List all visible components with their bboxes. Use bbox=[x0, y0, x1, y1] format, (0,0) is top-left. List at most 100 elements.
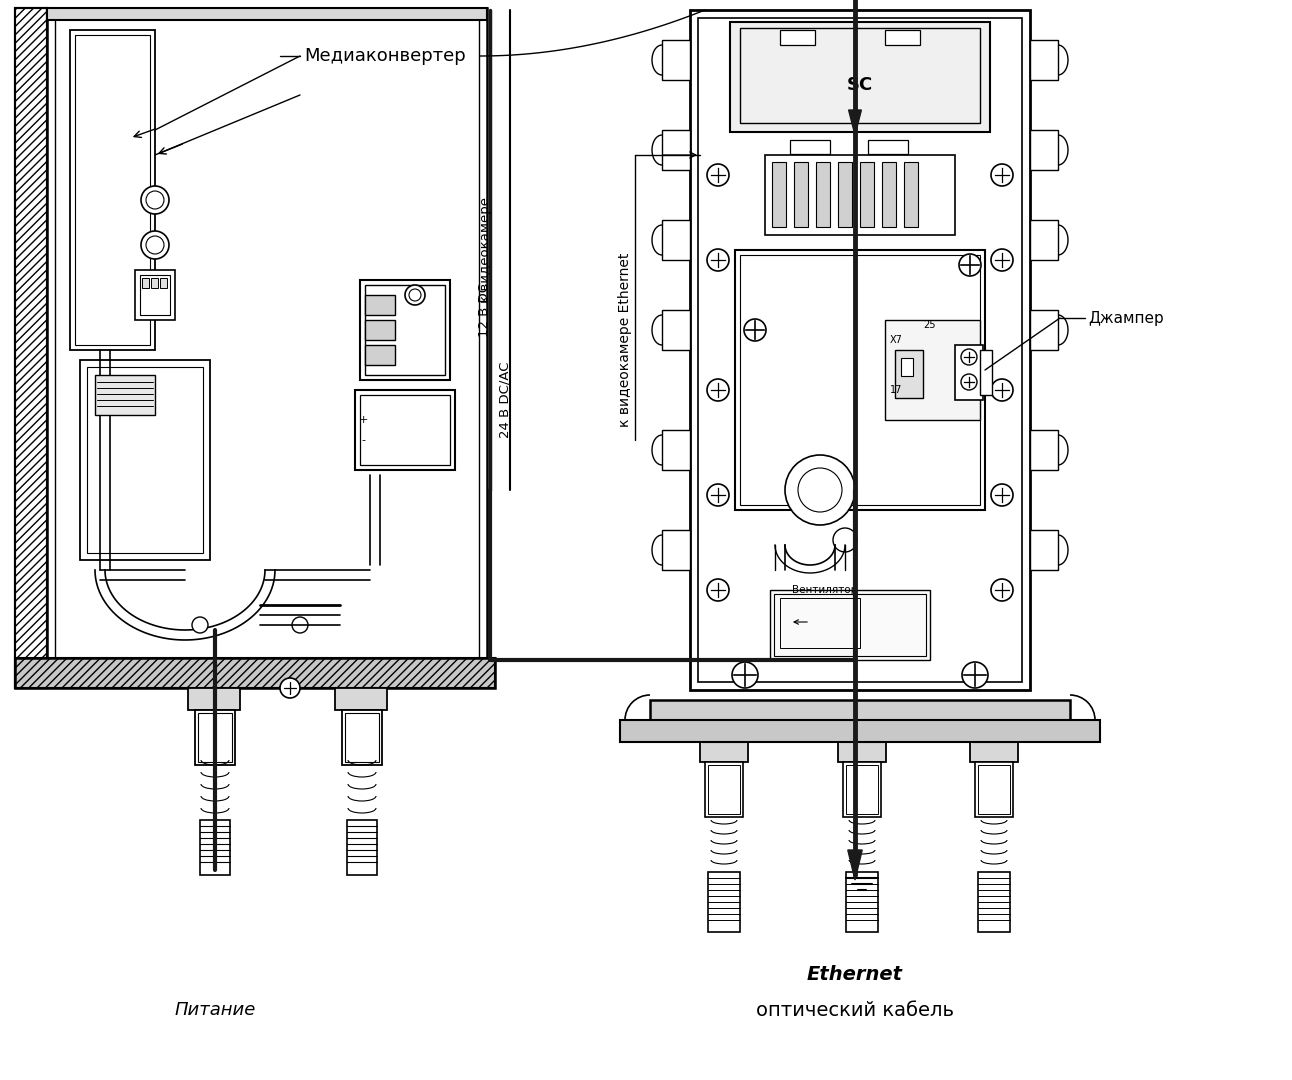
Circle shape bbox=[707, 164, 729, 186]
Circle shape bbox=[707, 579, 729, 600]
Bar bbox=[335, 688, 388, 710]
Circle shape bbox=[991, 484, 1013, 507]
Circle shape bbox=[961, 374, 977, 390]
Text: к видеокамере: к видеокамере bbox=[478, 197, 491, 303]
Bar bbox=[56, 14, 479, 672]
Circle shape bbox=[707, 249, 729, 271]
Bar bbox=[839, 742, 886, 762]
Bar bbox=[773, 162, 786, 227]
Bar bbox=[366, 345, 395, 365]
Circle shape bbox=[991, 579, 1013, 600]
Bar bbox=[885, 320, 981, 420]
Circle shape bbox=[733, 662, 758, 688]
Bar bbox=[708, 872, 740, 932]
Bar bbox=[817, 162, 829, 227]
Bar bbox=[142, 278, 149, 288]
Bar bbox=[662, 40, 690, 80]
Bar bbox=[16, 658, 495, 688]
Bar bbox=[698, 18, 1022, 681]
Bar bbox=[860, 162, 873, 227]
Bar bbox=[16, 8, 47, 688]
Bar bbox=[149, 237, 162, 253]
Circle shape bbox=[141, 231, 169, 259]
Bar bbox=[662, 220, 690, 260]
Bar bbox=[47, 8, 487, 678]
Text: Джампер: Джампер bbox=[1088, 311, 1164, 325]
Circle shape bbox=[963, 662, 988, 688]
Bar bbox=[780, 598, 860, 648]
Bar bbox=[1030, 40, 1058, 80]
Text: Ethernet: Ethernet bbox=[808, 966, 903, 985]
Bar bbox=[885, 30, 920, 45]
Bar bbox=[200, 820, 230, 875]
Bar bbox=[839, 162, 851, 227]
Text: 24 В DC/AC: 24 В DC/AC bbox=[499, 362, 512, 438]
Bar bbox=[705, 762, 743, 816]
Text: 25: 25 bbox=[922, 320, 935, 330]
Bar bbox=[981, 350, 992, 395]
Bar bbox=[970, 742, 1018, 762]
Bar bbox=[895, 350, 922, 399]
Circle shape bbox=[292, 617, 307, 633]
Circle shape bbox=[786, 455, 855, 525]
Text: 17: 17 bbox=[890, 384, 902, 395]
Text: Медиаконвертер: Медиаконвертер bbox=[304, 48, 466, 65]
Bar bbox=[87, 367, 203, 553]
Circle shape bbox=[959, 254, 981, 276]
Bar bbox=[360, 395, 450, 465]
Bar bbox=[770, 590, 930, 660]
Bar bbox=[765, 156, 955, 235]
Bar bbox=[662, 430, 690, 470]
Bar bbox=[134, 270, 174, 320]
Bar bbox=[730, 22, 990, 132]
Bar bbox=[740, 28, 981, 123]
Bar bbox=[151, 278, 158, 288]
Bar bbox=[1030, 130, 1058, 170]
Bar bbox=[735, 249, 985, 510]
Bar bbox=[140, 275, 171, 315]
Circle shape bbox=[991, 164, 1013, 186]
Bar bbox=[16, 8, 47, 688]
Bar bbox=[189, 688, 240, 710]
Bar bbox=[348, 820, 377, 875]
Text: 12 В DC: 12 В DC bbox=[478, 283, 491, 337]
Bar bbox=[1030, 430, 1058, 470]
Bar bbox=[47, 8, 487, 21]
Bar bbox=[789, 140, 829, 154]
Bar bbox=[955, 345, 983, 400]
Bar bbox=[620, 720, 1099, 742]
Circle shape bbox=[833, 528, 857, 552]
Bar bbox=[360, 280, 450, 380]
Text: к видеокамере Ethernet: к видеокамере Ethernet bbox=[618, 253, 632, 428]
Circle shape bbox=[141, 186, 169, 214]
Bar bbox=[868, 140, 908, 154]
Bar bbox=[795, 162, 808, 227]
Text: SC: SC bbox=[846, 76, 873, 94]
Bar bbox=[1030, 310, 1058, 350]
Bar bbox=[1030, 530, 1058, 570]
Circle shape bbox=[744, 319, 766, 341]
Text: Питание: Питание bbox=[174, 1001, 256, 1020]
Bar bbox=[882, 162, 895, 227]
Bar bbox=[366, 295, 395, 315]
Circle shape bbox=[707, 379, 729, 401]
Circle shape bbox=[280, 678, 300, 698]
Bar bbox=[662, 130, 690, 170]
Bar bbox=[342, 710, 382, 765]
Bar bbox=[366, 285, 444, 375]
Text: X7: X7 bbox=[890, 335, 903, 345]
Bar bbox=[70, 30, 155, 350]
Bar bbox=[690, 10, 1030, 690]
Bar bbox=[345, 713, 379, 762]
Circle shape bbox=[991, 249, 1013, 271]
Bar bbox=[842, 762, 881, 816]
Bar bbox=[16, 658, 495, 688]
Bar bbox=[901, 357, 913, 376]
Bar bbox=[740, 255, 981, 505]
Polygon shape bbox=[849, 110, 862, 135]
Bar bbox=[846, 765, 879, 814]
Circle shape bbox=[991, 379, 1013, 401]
Bar bbox=[355, 390, 455, 470]
Text: -: - bbox=[360, 435, 366, 445]
Bar bbox=[662, 530, 690, 570]
